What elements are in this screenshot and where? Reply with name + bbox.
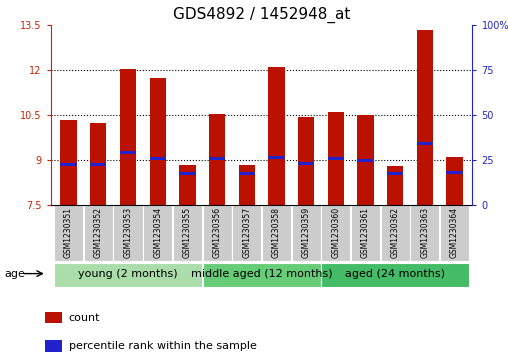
Text: GSM1230357: GSM1230357 bbox=[242, 207, 251, 258]
Bar bbox=[298, 117, 314, 205]
Text: GSM1230364: GSM1230364 bbox=[450, 207, 459, 258]
Bar bbox=[203, 263, 321, 287]
Bar bbox=[440, 205, 469, 261]
Bar bbox=[60, 120, 77, 205]
Bar bbox=[358, 115, 374, 205]
Bar bbox=[90, 163, 107, 166]
Bar bbox=[173, 205, 202, 261]
Bar bbox=[232, 205, 261, 261]
Text: GSM1230351: GSM1230351 bbox=[64, 207, 73, 258]
Text: middle aged (12 months): middle aged (12 months) bbox=[191, 269, 332, 280]
Bar bbox=[45, 340, 62, 351]
Bar bbox=[298, 162, 314, 165]
Text: GSM1230360: GSM1230360 bbox=[331, 207, 340, 258]
Bar bbox=[417, 142, 433, 145]
Text: GSM1230359: GSM1230359 bbox=[302, 207, 311, 258]
Bar bbox=[262, 205, 291, 261]
Bar bbox=[447, 171, 463, 174]
Bar bbox=[45, 312, 62, 323]
Text: GSM1230355: GSM1230355 bbox=[183, 207, 192, 258]
Bar bbox=[113, 205, 143, 261]
Bar bbox=[268, 156, 284, 159]
Text: GSM1230361: GSM1230361 bbox=[361, 207, 370, 258]
Bar bbox=[387, 172, 403, 175]
Text: GSM1230363: GSM1230363 bbox=[421, 207, 429, 258]
Bar bbox=[410, 205, 439, 261]
Text: GSM1230354: GSM1230354 bbox=[153, 207, 162, 258]
Bar bbox=[321, 263, 469, 287]
Bar bbox=[120, 151, 136, 154]
Text: count: count bbox=[69, 313, 100, 323]
Bar bbox=[203, 205, 232, 261]
Bar bbox=[321, 205, 351, 261]
Text: GSM1230362: GSM1230362 bbox=[391, 207, 400, 258]
Bar bbox=[417, 30, 433, 205]
Bar bbox=[179, 165, 196, 205]
Text: young (2 months): young (2 months) bbox=[78, 269, 178, 280]
Bar bbox=[239, 165, 255, 205]
Text: aged (24 months): aged (24 months) bbox=[345, 269, 445, 280]
Bar bbox=[149, 78, 166, 205]
Text: GSM1230353: GSM1230353 bbox=[123, 207, 133, 258]
Bar bbox=[268, 68, 284, 205]
Bar bbox=[149, 157, 166, 160]
Bar bbox=[209, 157, 225, 160]
Bar bbox=[179, 172, 196, 175]
Bar bbox=[120, 69, 136, 205]
Bar bbox=[380, 205, 410, 261]
Text: GSM1230356: GSM1230356 bbox=[212, 207, 221, 258]
Bar bbox=[387, 166, 403, 205]
Bar bbox=[239, 172, 255, 175]
Bar bbox=[209, 114, 225, 205]
Bar bbox=[292, 205, 321, 261]
Bar bbox=[84, 205, 113, 261]
Text: age: age bbox=[4, 269, 25, 279]
Bar bbox=[90, 123, 107, 205]
Bar bbox=[60, 163, 77, 166]
Text: GSM1230352: GSM1230352 bbox=[94, 207, 103, 258]
Bar bbox=[54, 205, 83, 261]
Bar bbox=[143, 205, 172, 261]
Bar bbox=[328, 157, 344, 160]
Bar bbox=[358, 159, 374, 162]
Text: percentile rank within the sample: percentile rank within the sample bbox=[69, 340, 257, 351]
Text: GSM1230358: GSM1230358 bbox=[272, 207, 281, 258]
Bar bbox=[447, 157, 463, 205]
Bar bbox=[351, 205, 380, 261]
Bar bbox=[328, 112, 344, 205]
Bar bbox=[54, 263, 202, 287]
Title: GDS4892 / 1452948_at: GDS4892 / 1452948_at bbox=[173, 7, 351, 23]
